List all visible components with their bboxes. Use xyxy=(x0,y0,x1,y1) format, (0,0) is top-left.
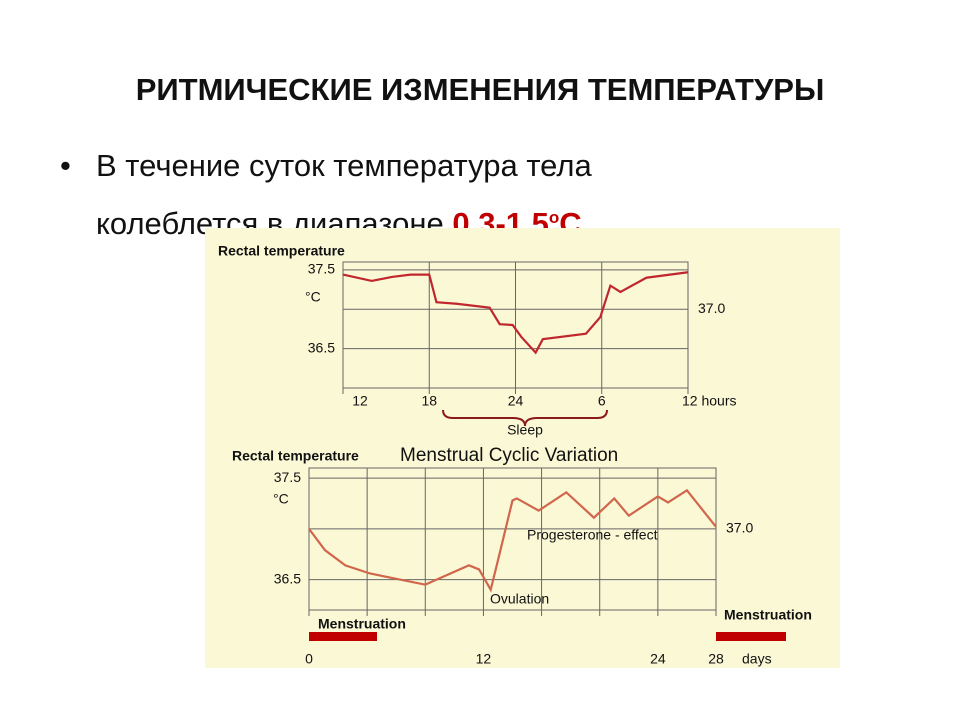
x-tick-label: 18 xyxy=(421,393,437,409)
menstruation-bar xyxy=(716,632,786,641)
y-title: Rectal temperature xyxy=(232,448,359,464)
y-tick-label: 36.5 xyxy=(308,339,335,355)
x-tick-label: 24 xyxy=(650,651,666,667)
data-line xyxy=(342,271,689,355)
x-tick-label: 12 hours xyxy=(682,393,736,409)
y-unit: °C xyxy=(305,289,321,305)
phase-label: Menstruation xyxy=(318,616,406,632)
y-tick-label: 36.5 xyxy=(274,570,301,586)
y-tick-label: 37.5 xyxy=(274,469,301,485)
superscript: о xyxy=(548,208,560,227)
x-tick-label: 28 xyxy=(708,651,724,667)
y-tick-label: 37.0 xyxy=(726,520,753,536)
y-title: Rectal temperature xyxy=(218,243,345,259)
x-tick-label: 24 xyxy=(508,393,524,409)
sleep-brace xyxy=(442,409,608,427)
data-line xyxy=(308,488,717,593)
x-tick-label: 12 xyxy=(476,651,492,667)
y-tick-label: 37.0 xyxy=(698,300,725,316)
y-tick-label: 37.5 xyxy=(308,261,335,277)
chart-title: Menstrual Cyclic Variation xyxy=(400,445,618,466)
annotation: Ovulation xyxy=(490,591,549,607)
slide-title: РИТМИЧЕСКИЕ ИЗМЕНЕНИЯ ТЕМПЕРАТУРЫ xyxy=(135,72,825,107)
menstruation-bar xyxy=(309,632,377,641)
phase-label: Menstruation xyxy=(724,607,812,623)
x-tick-label: 0 xyxy=(305,651,313,667)
annotation: Sleep xyxy=(507,422,543,438)
chart-background xyxy=(205,228,840,668)
annotation: Progesterone - effect xyxy=(527,527,658,543)
y-unit: °C xyxy=(273,491,289,507)
bullet-dot: • xyxy=(60,148,71,183)
bullet-line: В течение суток температура тела xyxy=(96,148,592,183)
x-tick-label: 6 xyxy=(598,393,606,409)
x-axis-label: days xyxy=(742,651,772,667)
x-tick-label: 12 xyxy=(352,393,368,409)
